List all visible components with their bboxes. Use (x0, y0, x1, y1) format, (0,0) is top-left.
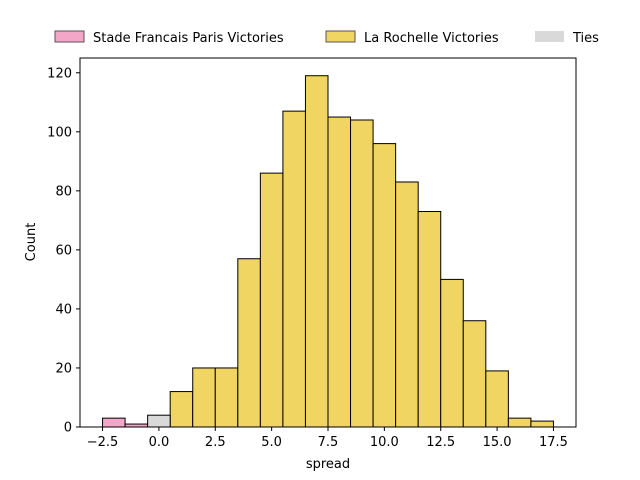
bar-la-rochelle-victories-14 (485, 370, 509, 428)
legend-item-ties: Ties (535, 31, 599, 46)
bar-la-rochelle-victories-3 (237, 258, 261, 428)
bar-la-rochelle-victories-10 (395, 181, 419, 428)
x-tick-label: 7.5 (318, 435, 339, 450)
legend-swatch-la-rochelle (325, 30, 356, 43)
x-tick-label: 12.5 (426, 435, 455, 450)
legend: Stade Francais Paris Victories La Rochel… (54, 30, 599, 46)
legend-swatch-stade-francais (54, 30, 85, 43)
legend-label-ties: Ties (572, 31, 599, 46)
x-axis-ticks: −2.5 0.0 2.5 5.0 7.5 10.0 12.5 15.0 17.5 (87, 427, 568, 450)
bar-la-rochelle-victories-4 (259, 172, 284, 428)
bar-la-rochelle-victories-1 (192, 367, 216, 428)
legend-swatch-ties (535, 31, 564, 42)
bar-la-rochelle-victories-8 (350, 119, 374, 428)
bar-la-rochelle-victories-7 (327, 116, 352, 428)
bar-la-rochelle-victories-2 (214, 367, 239, 428)
x-tick-label: 2.5 (205, 435, 226, 450)
legend-item-stade-francais: Stade Francais Paris Victories (54, 30, 284, 46)
y-tick-label: 40 (55, 302, 72, 317)
bar-stade-francais-paris-victories-0 (102, 417, 126, 428)
bar-la-rochelle-victories-0 (169, 391, 194, 428)
bar-la-rochelle-victories-12 (440, 278, 464, 428)
legend-label-la-rochelle: La Rochelle Victories (364, 31, 499, 46)
y-tick-label: 60 (55, 243, 72, 258)
bar-la-rochelle-victories-15 (507, 417, 532, 428)
y-axis-label: Count (24, 223, 39, 262)
bar-la-rochelle-victories-6 (304, 75, 329, 428)
y-tick-label: 0 (64, 421, 72, 436)
bar-la-rochelle-victories-13 (462, 320, 487, 428)
y-tick-label: 80 (55, 184, 72, 199)
x-tick-label: −2.5 (87, 435, 119, 450)
x-tick-label: 0.0 (149, 435, 170, 450)
bar-la-rochelle-victories-11 (417, 211, 442, 428)
x-axis-label: spread (306, 457, 350, 472)
bar-la-rochelle-victories-9 (372, 143, 397, 428)
x-tick-label: 10.0 (370, 435, 399, 450)
y-tick-label: 20 (55, 361, 72, 376)
bar-la-rochelle-victories-16 (530, 420, 554, 428)
y-tick-label: 120 (47, 66, 72, 81)
x-tick-label: 17.5 (539, 435, 568, 450)
bar-ties-0 (147, 414, 171, 428)
legend-item-la-rochelle: La Rochelle Victories (325, 30, 499, 46)
legend-label-stade-francais: Stade Francais Paris Victories (93, 31, 284, 46)
x-tick-label: 15.0 (483, 435, 512, 450)
bars-layer (102, 75, 554, 428)
bar-la-rochelle-victories-5 (282, 110, 306, 428)
x-tick-label: 5.0 (261, 435, 282, 450)
y-axis-ticks: 0 20 40 60 80 100 120 (47, 66, 80, 436)
y-tick-label: 100 (47, 125, 72, 140)
